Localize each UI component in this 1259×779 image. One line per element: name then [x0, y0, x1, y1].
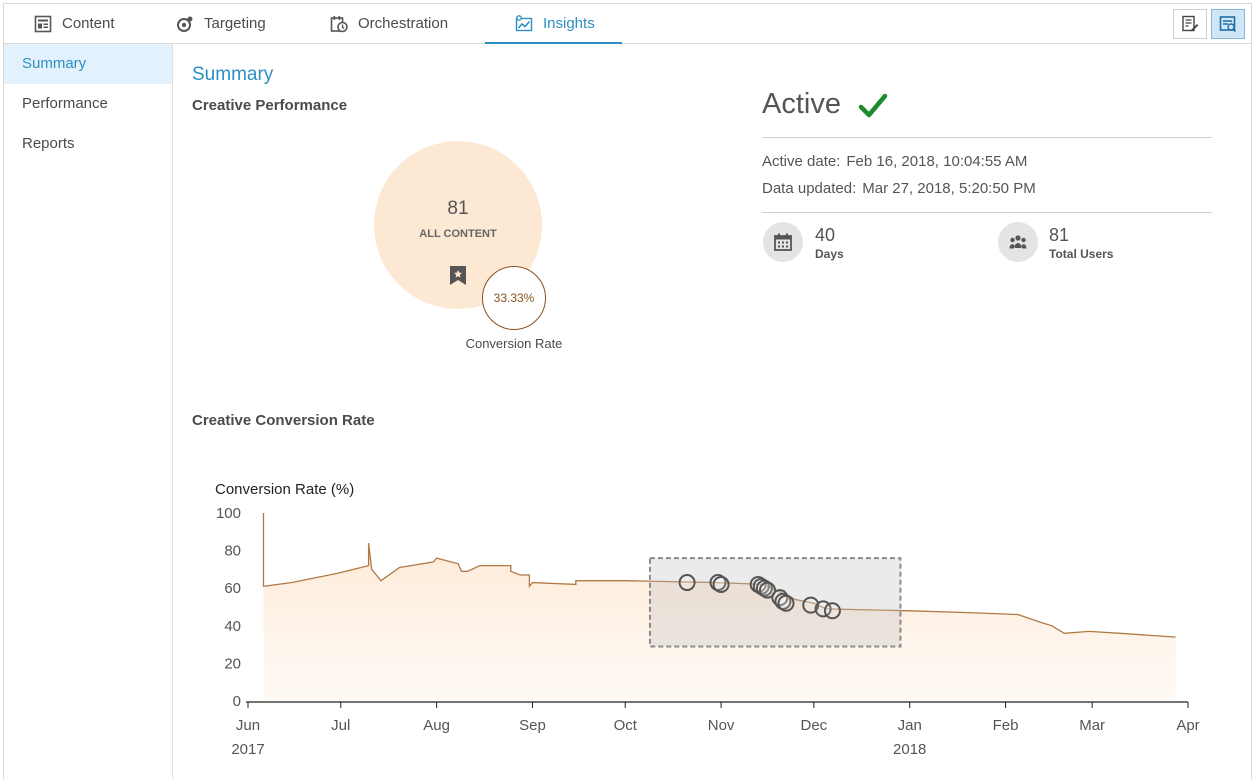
- y-tick-label: 0: [233, 693, 241, 710]
- checkmark-icon: [858, 93, 888, 118]
- tab-content[interactable]: Content: [34, 4, 115, 43]
- tab-targeting[interactable]: Targeting: [176, 4, 266, 43]
- tab-orchestration[interactable]: Orchestration: [330, 4, 448, 43]
- active-date-value: Feb 16, 2018, 10:04:55 AM: [846, 153, 1028, 170]
- all-content-count: 81: [447, 198, 469, 219]
- divider: [762, 212, 1212, 213]
- conversion-rate-value: 33.33%: [493, 291, 535, 305]
- conversion-rate-chart[interactable]: Conversion Rate (%) 0 20 40 60 80 100 Jun 2017…: [195, 470, 1205, 770]
- insights-icon: [515, 14, 533, 31]
- tab-targeting-label: Targeting: [204, 15, 266, 32]
- data-point-marker: [823, 602, 841, 620]
- conversion-rate-bubble[interactable]: 33.33%: [482, 266, 546, 330]
- days-label: Days: [815, 247, 844, 261]
- data-updated-label: Data updated:: [762, 180, 857, 197]
- x-tick-label: Jun: [236, 717, 260, 734]
- total-users-label: Total Users: [1049, 247, 1114, 261]
- y-tick-label: 40: [224, 618, 241, 635]
- tab-orchestration-label: Orchestration: [358, 15, 449, 32]
- x-tick-label: Apr: [1176, 717, 1199, 734]
- x-tick-label: Oct: [614, 717, 638, 734]
- edit-document-button[interactable]: [1173, 9, 1207, 39]
- data-point-marker: [758, 581, 776, 599]
- x-tick-label: Nov: [708, 717, 735, 734]
- status-label: Active: [762, 88, 841, 120]
- sidebar-item-performance[interactable]: Performance: [22, 95, 108, 112]
- total-users-value: 81: [1049, 225, 1070, 245]
- targeting-icon: [177, 16, 193, 32]
- data-point-marker: [678, 574, 696, 592]
- sidebar-item-summary[interactable]: Summary: [4, 44, 172, 84]
- creative-performance-heading: Creative Performance: [192, 97, 348, 114]
- y-tick-label: 100: [216, 505, 241, 522]
- x-tick-label: Dec: [801, 717, 828, 734]
- data-point-marker: [802, 596, 820, 614]
- calendar-icon: [774, 233, 792, 251]
- tab-content-label: Content: [62, 15, 115, 32]
- y-tick-label: 60: [224, 580, 241, 597]
- divider: [762, 137, 1212, 138]
- days-value: 40: [815, 225, 836, 245]
- x-tick-label: Mar: [1079, 717, 1105, 734]
- tab-insights-label: Insights: [543, 15, 595, 32]
- y-tick-label: 20: [224, 655, 241, 672]
- insights-report-icon: [1219, 16, 1237, 33]
- app-frame: [3, 3, 1252, 779]
- bookmark-star-icon: [450, 266, 466, 285]
- chart-area-fill: [263, 513, 1176, 701]
- conversion-rate-label: Conversion Rate: [465, 336, 563, 351]
- x-tick-label: Jan: [898, 717, 922, 734]
- y-tick-label: 80: [224, 543, 241, 560]
- data-updated-value: Mar 27, 2018, 5:20:50 PM: [862, 180, 1036, 197]
- tab-insights[interactable]: Insights: [485, 4, 622, 44]
- x-tick-label: Sep: [519, 717, 546, 734]
- data-point-marker: [777, 594, 795, 612]
- edit-document-icon: [1182, 15, 1199, 32]
- active-date-row: Active date: Feb 16, 2018, 10:04:55 AM: [762, 153, 1027, 170]
- sidebar-item-reports[interactable]: Reports: [22, 135, 75, 152]
- page-title: Summary: [192, 64, 274, 85]
- data-updated-row: Data updated: Mar 27, 2018, 5:20:50 PM: [762, 180, 1036, 197]
- x-tick-label: Feb: [993, 717, 1019, 734]
- orchestration-icon: [330, 15, 348, 32]
- users-group-icon: [1009, 235, 1027, 249]
- all-content-label: ALL CONTENT: [419, 228, 497, 240]
- sidebar: Summary Performance Reports: [4, 44, 173, 779]
- x-tick-year-label: 2018: [893, 741, 926, 758]
- creative-conversion-rate-heading: Creative Conversion Rate: [192, 412, 375, 429]
- top-tab-bar: Content Targeting Orchestration Insights: [4, 4, 1252, 44]
- x-tick-label: Aug: [423, 717, 450, 734]
- content-icon: [34, 15, 52, 32]
- users-icon-badge: [998, 222, 1038, 262]
- x-tick-year-label: 2017: [231, 741, 264, 758]
- chart-y-axis-title: Conversion Rate (%): [215, 481, 354, 498]
- calendar-icon-badge: [763, 222, 803, 262]
- active-date-label: Active date:: [762, 153, 841, 170]
- insights-report-button[interactable]: [1211, 9, 1245, 39]
- x-tick-label: Jul: [331, 717, 350, 734]
- conversion-rate-line: [262, 513, 1176, 638]
- data-point-marker: [712, 575, 730, 593]
